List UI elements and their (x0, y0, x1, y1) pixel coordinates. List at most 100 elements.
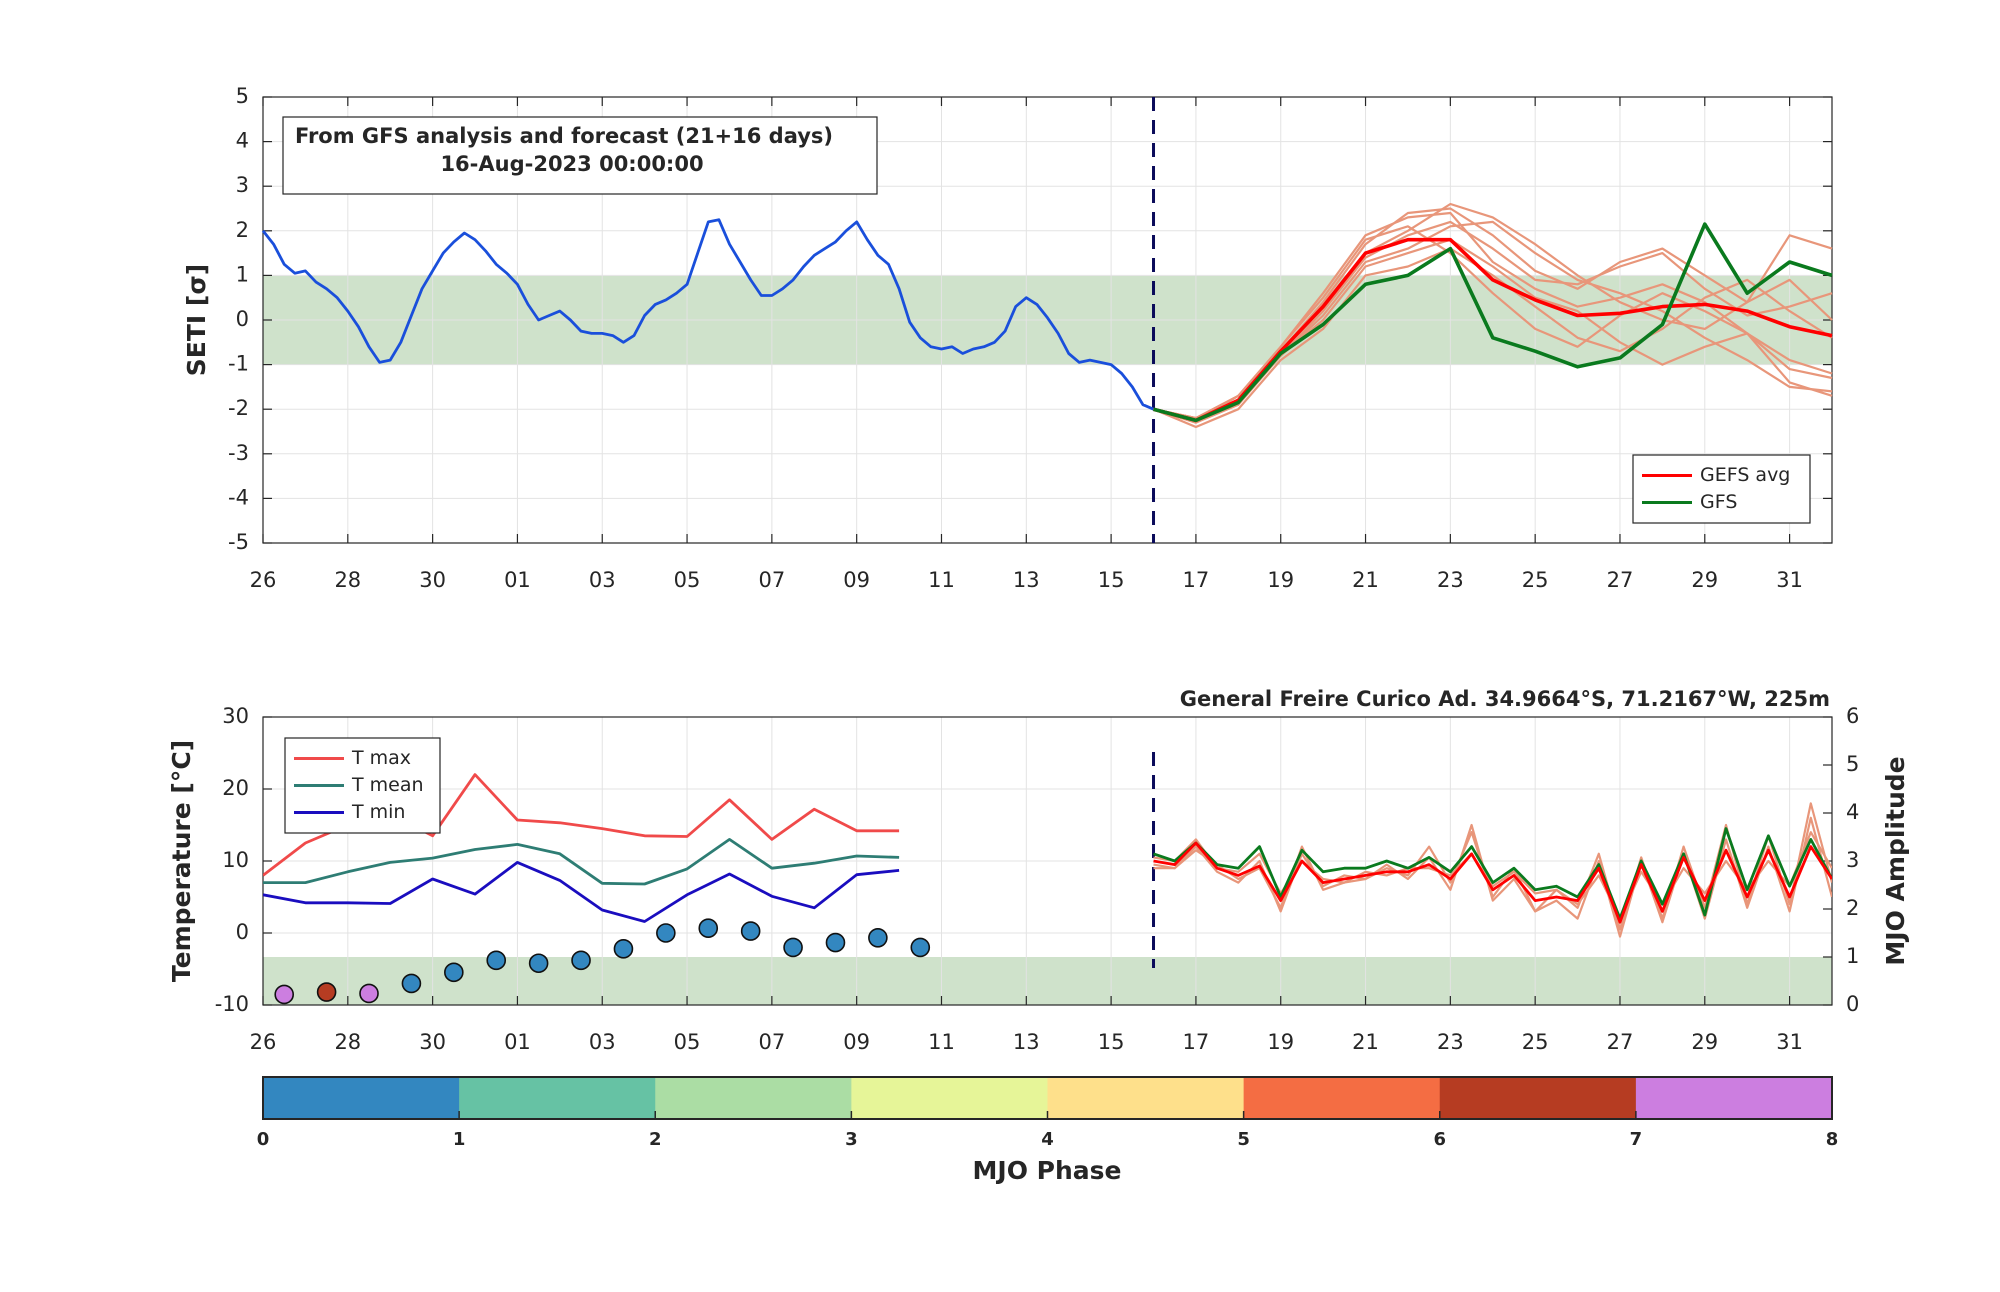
y-axis-label: Temperature [°C] (167, 740, 196, 982)
member-line (1153, 247, 1833, 429)
legend-label: T min (351, 801, 405, 823)
legend-label: T mean (351, 774, 424, 796)
x-tick-label: 17 (1183, 1030, 1210, 1054)
y-tick-label: -10 (215, 992, 249, 1016)
y-tick-label: 0 (236, 920, 249, 944)
y2-tick-label: 2 (1846, 896, 1859, 920)
x-tick-label: 30 (419, 1030, 446, 1054)
legend-label: T max (351, 747, 411, 769)
x-tick-label: 01 (504, 568, 531, 592)
mjo-point (486, 950, 507, 971)
x-tick-label: 15 (1098, 568, 1125, 592)
series-group (261, 202, 1833, 429)
plot-frame (262, 716, 1833, 1006)
x-tick-label: 13 (1013, 568, 1040, 592)
legend-box (1632, 454, 1811, 524)
colorbar-tick-label: 4 (1041, 1129, 1054, 1150)
y-tick-label: -4 (228, 485, 249, 509)
member-line (1153, 841, 1832, 924)
x-tick-label: 15 (1098, 1030, 1125, 1054)
y-tick-label: -2 (228, 396, 249, 420)
info-box (282, 116, 878, 195)
x-tick-label: 05 (674, 568, 701, 592)
series-line (1153, 222, 1833, 423)
colorbar-segment (1047, 1077, 1245, 1119)
colorbar-segment (655, 1077, 852, 1119)
y-tick-label: 20 (222, 776, 249, 800)
colorbar: 0 1 2 3 4 5 6 7 8 (257, 1076, 1839, 1150)
colorbar-tick-label: 6 (1433, 1129, 1446, 1150)
y-tick-label: 30 (222, 704, 249, 728)
x-tick-label: 19 (1267, 568, 1294, 592)
x-tick-label: 11 (928, 1030, 955, 1054)
x-tick-label: 29 (1691, 1030, 1718, 1054)
x-tick-label: 21 (1352, 1030, 1379, 1054)
mjo-point (444, 962, 464, 983)
member-line (1153, 225, 1833, 420)
y-tick-label: 0 (236, 307, 249, 331)
colorbar-segment (1635, 1077, 1833, 1119)
member-line (1153, 816, 1832, 938)
station-title: General Freire Curico Ad. 34.9664°S, 71.… (1180, 687, 1830, 711)
mjo-point (868, 927, 888, 948)
x-tick-label: 27 (1607, 568, 1634, 592)
x-tick-label: 31 (1776, 1030, 1803, 1054)
x-tick-label: 19 (1267, 1030, 1294, 1054)
colorbar-tick-label: 3 (845, 1129, 858, 1150)
series-line (263, 838, 900, 886)
y-tick-label: 1 (236, 262, 249, 286)
y2-tick-label: 6 (1846, 704, 1859, 728)
y-axis-label: SETI [σ] (182, 264, 211, 376)
legend-label: GFS (1700, 491, 1737, 513)
member-line (1153, 831, 1832, 920)
mjo-point (274, 984, 295, 1005)
mjo-point (359, 983, 379, 1004)
top-chart: 26 28 30 01 03 05 07 09 11 13 15 17 19 21 23 25 27 29 3154… (228, 84, 1833, 592)
y2-tick-label: 5 (1846, 752, 1859, 776)
x-tick-label: 09 (843, 568, 870, 592)
x-tick-label: 13 (1013, 1030, 1040, 1054)
colorbar-tick-label: 5 (1237, 1129, 1250, 1150)
colorbar-tick-label: 2 (649, 1129, 662, 1150)
bottom-chart: 26 28 30 01 03 05 07 09 11 13 15 17 19 21 23 25 27 29 3130… (215, 704, 1860, 1054)
x-tick-label: 27 (1607, 1030, 1634, 1054)
member-line (261, 218, 1155, 411)
x-tick-label: 03 (589, 1030, 616, 1054)
y-tick-label: -5 (228, 530, 249, 554)
x-tick-label: 07 (758, 568, 785, 592)
y-tick-label: 2 (236, 218, 249, 242)
colorbar-label: MJO Phase (973, 1156, 1122, 1185)
x-tick-label: 11 (928, 568, 955, 592)
mjo-point (740, 921, 761, 941)
y-tick-label: -3 (228, 441, 249, 465)
mjo-point (910, 937, 931, 958)
mjo-point (571, 950, 591, 971)
colorbar-tick-label: 0 (257, 1129, 270, 1150)
x-tick-label: 03 (589, 568, 616, 592)
mjo-point (613, 939, 634, 959)
x-tick-label: 05 (674, 1030, 701, 1054)
y2-axis-label: MJO Amplitude (1881, 756, 1910, 965)
mjo-point (825, 932, 846, 953)
x-tick-label: 01 (504, 1030, 531, 1054)
colorbar-tick-label: 8 (1826, 1129, 1839, 1150)
mjo-point (783, 937, 803, 958)
x-tick-label: 30 (419, 568, 446, 592)
mjo-point (401, 973, 422, 994)
series-group (263, 773, 1832, 938)
x-tick-label: 23 (1437, 1030, 1464, 1054)
x-tick-label: 26 (250, 568, 277, 592)
series-line (263, 861, 900, 923)
y-tick-label: 10 (222, 848, 249, 872)
info-line: From GFS analysis and forecast (21+16 da… (295, 124, 833, 148)
x-tick-label: 21 (1352, 568, 1379, 592)
info-line: 16-Aug-2023 00:00:00 (440, 152, 703, 176)
member-line (1153, 827, 1832, 920)
y-tick-label: 3 (236, 173, 249, 197)
x-tick-label: 25 (1522, 568, 1549, 592)
x-tick-label: 09 (843, 1030, 870, 1054)
colorbar-segment (1243, 1077, 1441, 1119)
y2-tick-label: 3 (1846, 848, 1859, 872)
x-tick-label: 23 (1437, 568, 1464, 592)
